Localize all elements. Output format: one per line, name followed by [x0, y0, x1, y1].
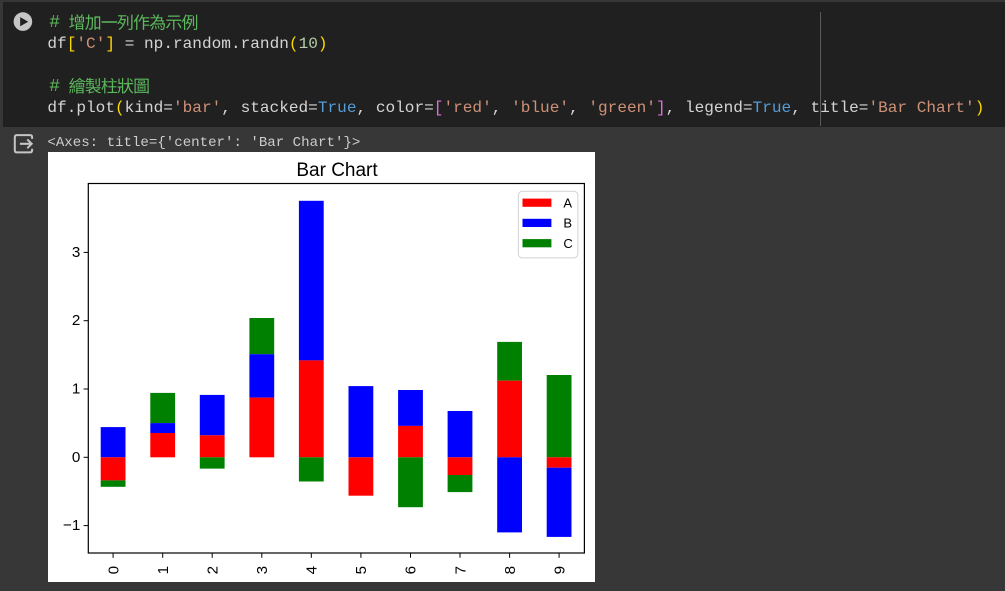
svg-text:A: A — [563, 195, 572, 210]
svg-text:0: 0 — [105, 566, 122, 574]
svg-text:8: 8 — [502, 566, 519, 574]
svg-text:0: 0 — [72, 449, 80, 466]
svg-text:6: 6 — [403, 566, 420, 574]
svg-text:−1: −1 — [63, 517, 80, 534]
svg-text:2: 2 — [72, 312, 80, 329]
svg-text:Bar Chart: Bar Chart — [296, 160, 378, 181]
svg-text:C: C — [563, 236, 572, 251]
svg-text:2: 2 — [205, 566, 222, 574]
svg-text:3: 3 — [254, 566, 271, 574]
svg-text:1: 1 — [72, 381, 80, 398]
svg-text:7: 7 — [452, 566, 469, 574]
svg-text:3: 3 — [72, 244, 80, 261]
svg-text:4: 4 — [304, 566, 321, 574]
svg-text:B: B — [563, 216, 572, 231]
svg-text:1: 1 — [155, 566, 172, 574]
svg-text:5: 5 — [353, 566, 370, 574]
svg-text:9: 9 — [551, 566, 568, 574]
